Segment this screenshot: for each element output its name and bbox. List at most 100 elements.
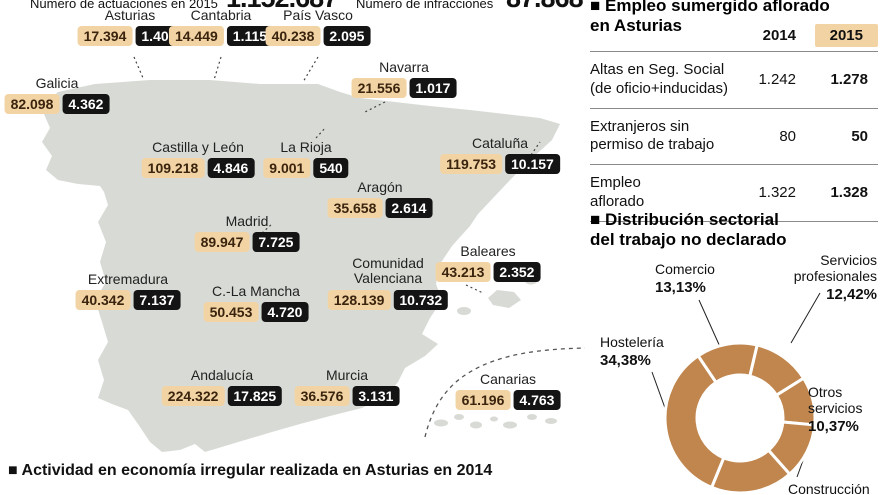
empleo-aflorado-title: ■ Empleo sumergido aflorado en Asturias — [590, 0, 830, 36]
value-2014: 80 — [734, 107, 802, 165]
region-name: Murcia — [325, 367, 368, 383]
region-name: Cataluña — [471, 135, 529, 151]
infracciones-badge: 540 — [313, 158, 349, 179]
region-name: País Vasco — [283, 7, 353, 23]
map-region-la-rioja: La Rioja 9.001 540 — [263, 139, 349, 179]
donut-label-hosteleria: Hostelería 34,38% — [600, 334, 664, 369]
actuaciones-badge: 40.238 — [265, 26, 321, 47]
map-region-andalucia: Andalucía 224.322 17.825 — [161, 367, 283, 407]
region-name: Canarias — [479, 371, 537, 387]
infracciones-badge: 10.732 — [393, 289, 449, 310]
infracciones-header-label: Número de infracciones — [356, 0, 494, 11]
actuaciones-badge: 82.098 — [4, 94, 60, 115]
segment-name: Hostelería — [600, 334, 664, 350]
region-name: Cantabria — [190, 7, 252, 23]
actuaciones-badge: 128.139 — [327, 289, 391, 310]
actuaciones-badge: 14.449 — [168, 26, 224, 47]
segment-pct: 13,13% — [655, 279, 706, 297]
actuaciones-badge: 89.947 — [194, 232, 250, 253]
actuaciones-badge: 40.342 — [75, 290, 131, 311]
col-header-empty — [590, 24, 734, 52]
actividad-irregular-title: ■ Actividad en economía irregular realiz… — [8, 462, 493, 479]
actuaciones-badge: 17.394 — [77, 26, 133, 47]
col-2015-box: 2015 — [814, 24, 878, 47]
map-region-canarias: Canarias 61.196 4.763 — [455, 371, 561, 411]
actuaciones-badge: 119.753 — [440, 154, 503, 175]
row-label: Extranjeros sin permiso de trabajo — [590, 107, 734, 165]
map-region-extremadura: Extremadura 40.342 7.137 — [75, 271, 181, 311]
actuaciones-badge: 109.218 — [141, 158, 205, 179]
region-name: La Rioja — [280, 139, 332, 155]
map-leader-lines — [133, 56, 541, 294]
mallorca-island — [488, 290, 521, 308]
donut-segment-hosteleria — [663, 353, 726, 490]
region-name: Comunidad Valenciana — [352, 255, 424, 287]
actuaciones-badge: 43.213 — [435, 262, 491, 283]
segment-pct: 10,37% — [808, 418, 859, 436]
region-name: Galicia — [35, 75, 79, 91]
infracciones-badge: 17.825 — [227, 386, 283, 407]
map-region-cataluna: Cataluña 119.753 10.157 — [440, 135, 560, 175]
actuaciones-header-label: Número de actuaciones en 2015 — [30, 0, 218, 11]
value-2015: 1.278 — [802, 51, 878, 108]
segment-name: Comercio — [655, 261, 715, 277]
infracciones-badge: 7.137 — [133, 290, 181, 311]
infracciones-badge: 3.131 — [352, 386, 400, 407]
segment-pct: 12,42% — [826, 286, 877, 304]
value-2015: 50 — [802, 107, 878, 165]
map-region-asturias: Asturias 17.394 1.405 — [77, 7, 183, 47]
actuaciones-badge: 21.556 — [351, 78, 407, 99]
map-region-aragon: Aragón 35.658 2.614 — [327, 179, 433, 219]
region-name: Aragón — [357, 179, 403, 195]
infracciones-badge: 2.095 — [323, 26, 371, 47]
map-region-galicia: Galicia 82.098 4.362 — [4, 75, 110, 115]
donut-label-comercio: Comercio 13,13% — [655, 261, 715, 296]
value-2015: 1.328 — [802, 164, 878, 222]
infracciones-badge: 2.614 — [385, 198, 433, 219]
map-region-castilla-la-mancha: C.-La Mancha 50.453 4.720 — [203, 283, 309, 323]
infracciones-badge: 4.763 — [513, 390, 561, 411]
table-row: Empleo aflorado 1.322 1.328 — [590, 164, 878, 222]
actuaciones-badge: 9.001 — [263, 158, 311, 179]
infracciones-badge: 2.352 — [493, 262, 541, 283]
actuaciones-badge: 224.322 — [161, 386, 225, 407]
segment-pct: 34,38% — [600, 352, 651, 370]
sector-donut-chart — [663, 341, 817, 495]
value-2014: 1.322 — [734, 164, 802, 222]
actuaciones-badge: 61.196 — [455, 390, 511, 411]
region-name: Castilla y León — [152, 139, 244, 155]
infracciones-badge: 10.157 — [505, 154, 560, 175]
map-region-cantabria: Cantabria 14.449 1.115 — [168, 7, 274, 47]
region-name: Madrid — [225, 213, 269, 229]
actuaciones-badge: 35.658 — [327, 198, 383, 219]
map-region-pais-vasco: País Vasco 40.238 2.095 — [265, 7, 371, 47]
ibiza-island — [457, 307, 471, 315]
actuaciones-badge: 50.453 — [203, 302, 259, 323]
donut-label-servicios-profesionales: Servicios profesionales 12,42% — [777, 252, 877, 303]
value-2014: 1.242 — [734, 51, 802, 108]
infracciones-total-value: 87.868 — [506, 0, 584, 14]
segment-name: Servicios profesionales — [793, 252, 877, 285]
actuaciones-badge: 36.576 — [294, 386, 350, 407]
infracciones-badge: 4.720 — [261, 302, 309, 323]
infracciones-badge: 1.017 — [409, 78, 457, 99]
donut-label-construccion: Construcción — [788, 481, 870, 495]
map-region-navarra: Navarra 21.556 1.017 — [351, 59, 457, 99]
map-region-baleares: Baleares 43.213 2.352 — [435, 243, 541, 283]
infracciones-badge: 4.846 — [207, 158, 255, 179]
region-name: Asturias — [104, 7, 156, 23]
distribucion-sectorial-title: ■ Distribución sectorial del trabajo no … — [590, 210, 787, 250]
col-header-2014: 2014 — [762, 27, 796, 44]
row-label: Altas en Seg. Social (de oficio+inducida… — [590, 51, 734, 108]
table-row: Altas en Seg. Social (de oficio+inducida… — [590, 51, 878, 108]
region-name: Baleares — [460, 243, 516, 259]
infracciones-badge: 7.725 — [252, 232, 300, 253]
map-region-castilla-y-leon: Castilla y León 109.218 4.846 — [141, 139, 255, 179]
infracciones-badge: 1.115 — [226, 26, 274, 47]
map-region-comunidad-valenciana: Comunidad Valenciana 128.139 10.732 — [327, 255, 449, 310]
region-name: C.-La Mancha — [212, 283, 300, 299]
map-region-madrid: Madrid 89.947 7.725 — [194, 213, 300, 253]
col-header-2015: 2015 — [802, 24, 878, 52]
actuaciones-total-value: 1.152.687 — [226, 0, 338, 14]
